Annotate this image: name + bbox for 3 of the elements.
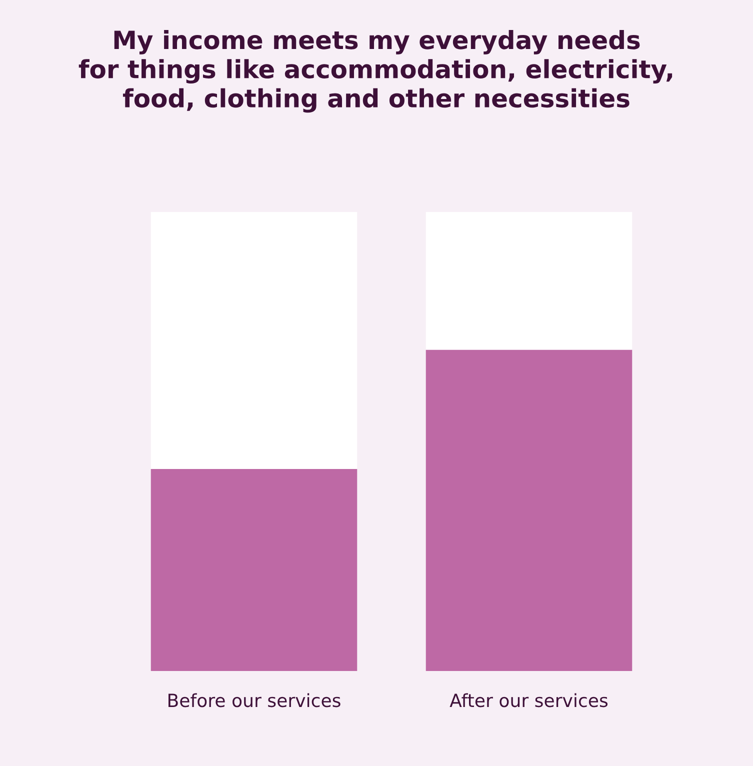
chart-title: My income meets my everyday needs for things like accommodation, electricity, food, clothing and other necessities (78, 30, 672, 113)
x-tick-label: Before our services (168, 693, 340, 708)
x-tick-label: After our services (450, 693, 608, 708)
